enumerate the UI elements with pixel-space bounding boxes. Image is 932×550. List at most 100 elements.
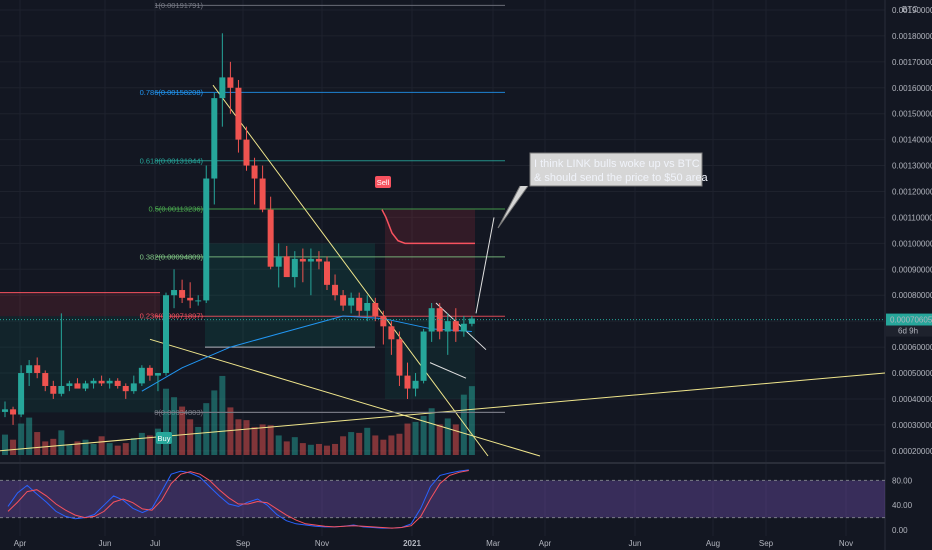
candle-body [154,373,161,376]
candle-body [267,209,274,267]
candle-body [106,380,113,384]
candle-body [412,380,419,389]
stochastic-tick: 40.00 [892,501,913,510]
candle-body [163,295,169,374]
price-tick: 0.00100000 [892,239,932,248]
volume-bar [251,426,258,455]
countdown-value: 6d 9h [898,327,918,336]
volume-bar [82,439,89,455]
volume-bar [122,443,129,455]
candle-body [179,290,186,298]
price-tick: 0.00090000 [892,265,932,274]
price-tick: 0.00130000 [892,162,932,171]
candle-body [380,315,387,327]
volume-bar [66,444,73,455]
volume-bar [460,394,467,455]
volume-bar [74,441,81,455]
fib-level-label: 0.5(0.00113236) [149,205,204,214]
candle-body [452,321,459,332]
time-tick: Nov [315,539,329,548]
volume-bar [2,434,8,455]
volume-bar [146,435,153,455]
price-tick: 0.00030000 [892,421,932,430]
annotations: Sell Buy I think LINK bulls woke up vs BTC… [156,152,709,444]
candle-body [58,385,65,394]
stochastic-tick: 0.00 [892,526,908,535]
time-tick: Jul [150,539,160,548]
volume-bar [114,445,121,455]
candle-body [251,165,258,179]
price-tick: 0.00180000 [892,32,932,41]
volume-bar [235,419,242,455]
candle-body [283,256,290,278]
volume-bar [420,415,427,455]
volume-bar [259,424,266,455]
candle-body [219,77,226,99]
candle-body [171,290,178,296]
volume-bars [2,375,475,455]
trade-zones [0,209,475,413]
volume-bar [356,432,363,455]
fib-level-label: 0.786(0.00158208) [140,88,204,97]
candle-body [444,321,451,332]
volume-bar [364,427,371,455]
volume-bar [340,436,347,455]
candle-body [122,385,129,392]
candle-body [114,380,121,386]
fib-level-label: 1(0.00191791) [154,1,203,10]
volume-bar [332,443,339,455]
volume-bar [348,432,355,455]
candle-body [315,258,322,262]
candle-body [26,365,33,374]
axis-currency: BTC [902,5,918,14]
candle-body [34,365,41,374]
candle-body [195,300,202,302]
candle-body [396,339,403,376]
stochastic-band [0,480,885,518]
callout-line-2: & should send the price to $50 area [534,172,709,184]
candle-body [428,308,435,332]
volume-bar [267,425,274,455]
candle-body [187,297,194,301]
candle-body [259,178,266,210]
candle-body [74,383,81,389]
candle-body [291,258,298,278]
volume-bar [138,432,145,455]
volume-bar [428,408,435,455]
candle-body [227,77,234,88]
trendline-descending [212,84,489,457]
sell-signal-line [381,209,475,245]
candle-body [243,139,250,166]
candle-body [348,297,355,306]
price-tick: 0.00080000 [892,291,932,300]
price-tick: 0.00140000 [892,136,932,145]
volume-bar [98,436,105,455]
candle-body [138,367,145,384]
candle-body [436,308,443,332]
short-zone-2-risk [385,209,475,317]
candle-body [404,375,411,389]
sell-badge [375,176,391,188]
short-zone-1-target [0,316,160,413]
moving-average-line [141,315,472,392]
candle-body [388,326,395,340]
volume-bar [404,423,411,455]
time-axis: Apr Jun Jul Sep Nov 2021 Mar Apr Jun Aug Sep Nov [14,539,853,548]
volume-bar [396,433,403,455]
candle-body [10,409,17,415]
trendline-long-support [0,372,886,452]
candle-body [468,318,475,324]
fib-level-label: 0.236(0.00071897) [140,312,204,321]
volume-bar [291,437,298,455]
volume-bar [315,443,322,455]
buy-badge [156,432,172,444]
time-tick: Sep [759,539,774,548]
volume-bar [26,417,33,455]
candle-body [372,303,379,316]
time-tick: Apr [539,539,552,548]
candle-body [42,373,49,386]
candle-body [332,284,339,296]
time-tick: Nov [839,539,853,548]
